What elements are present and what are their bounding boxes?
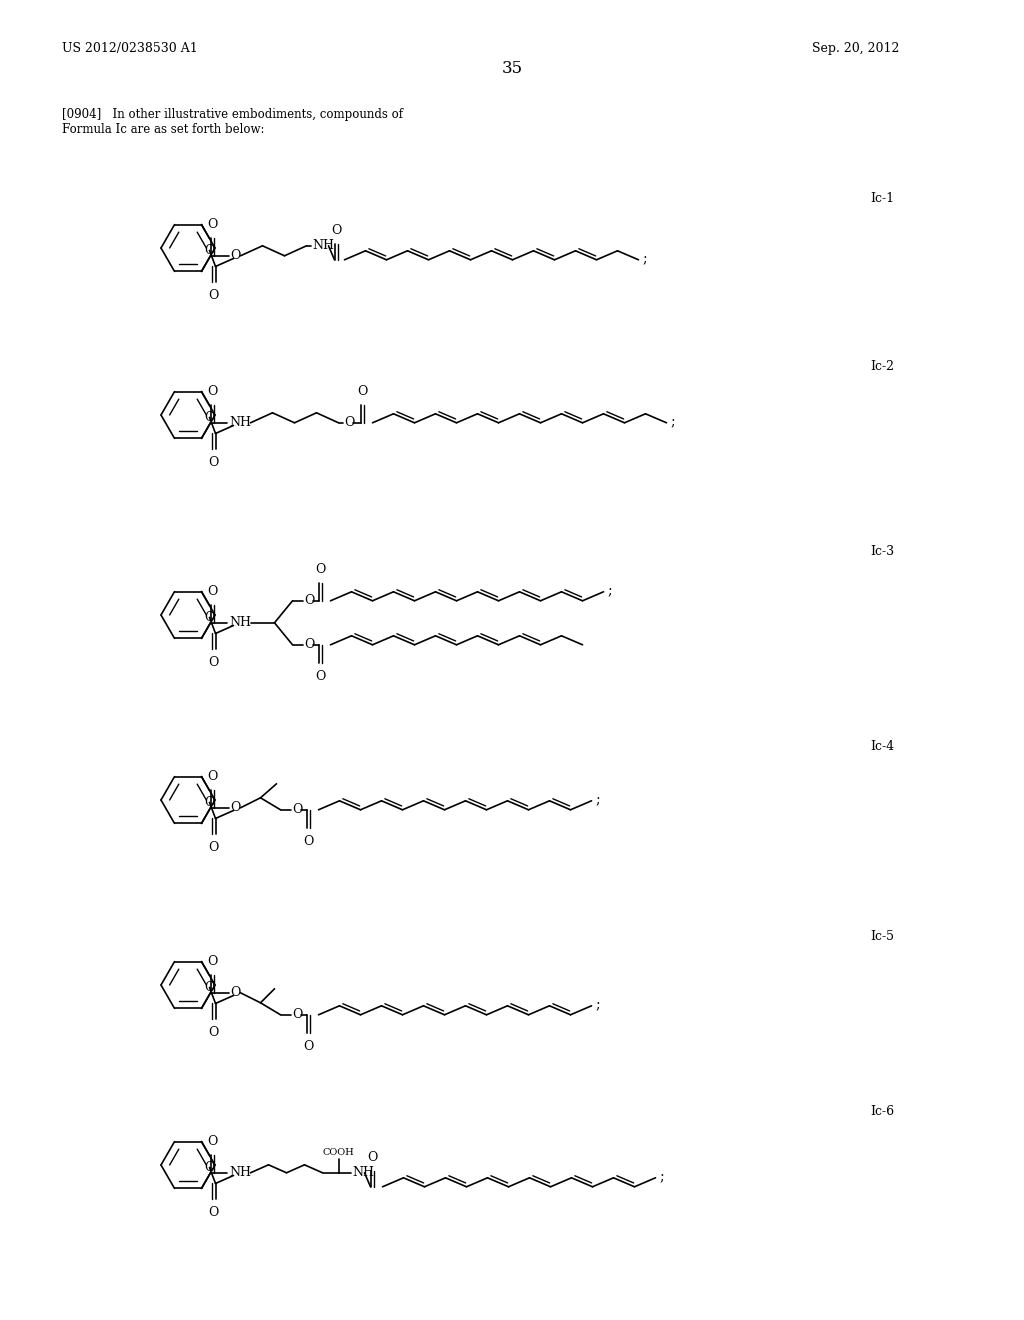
Text: O: O <box>205 611 215 624</box>
Text: O: O <box>207 218 217 231</box>
Text: O: O <box>357 385 368 397</box>
Text: Sep. 20, 2012: Sep. 20, 2012 <box>812 42 899 55</box>
Text: ;: ; <box>659 1171 665 1185</box>
Text: US 2012/0238530 A1: US 2012/0238530 A1 <box>62 42 198 55</box>
Text: O: O <box>205 796 215 809</box>
Text: Ic-5: Ic-5 <box>870 931 894 942</box>
Text: Ic-6: Ic-6 <box>870 1105 894 1118</box>
Text: O: O <box>207 954 217 968</box>
Text: O: O <box>367 1151 378 1164</box>
Text: ;: ; <box>671 416 675 430</box>
Text: ;: ; <box>596 793 600 808</box>
Text: O: O <box>209 841 219 854</box>
Text: O: O <box>207 385 217 397</box>
Text: O: O <box>207 585 217 598</box>
Text: O: O <box>209 289 219 302</box>
Text: O: O <box>205 412 215 425</box>
Text: 35: 35 <box>502 59 522 77</box>
Text: Ic-3: Ic-3 <box>870 545 894 558</box>
Text: NH: NH <box>352 1167 375 1179</box>
Text: Ic-2: Ic-2 <box>870 360 894 374</box>
Text: NH: NH <box>229 416 252 429</box>
Text: O: O <box>293 1008 303 1022</box>
Text: O: O <box>315 669 326 682</box>
Text: O: O <box>207 770 217 783</box>
Text: O: O <box>344 416 355 429</box>
Text: O: O <box>230 801 241 814</box>
Text: NH: NH <box>229 616 252 630</box>
Text: O: O <box>209 1027 219 1039</box>
Text: Ic-4: Ic-4 <box>870 741 894 752</box>
Text: O: O <box>230 249 241 263</box>
Text: O: O <box>303 1040 313 1053</box>
Text: ;: ; <box>642 253 647 267</box>
Text: ;: ; <box>596 999 600 1012</box>
Text: O: O <box>293 804 303 816</box>
Text: NH: NH <box>312 239 335 252</box>
Text: O: O <box>209 457 219 470</box>
Text: Formula Ic are as set forth below:: Formula Ic are as set forth below: <box>62 123 264 136</box>
Text: [0904]   In other illustrative embodiments, compounds of: [0904] In other illustrative embodiments… <box>62 108 403 121</box>
Text: O: O <box>304 639 314 651</box>
Text: O: O <box>331 224 341 236</box>
Text: O: O <box>304 594 314 607</box>
Text: O: O <box>209 1206 219 1220</box>
Text: Ic-1: Ic-1 <box>870 191 894 205</box>
Text: ;: ; <box>607 585 612 599</box>
Text: O: O <box>207 1135 217 1148</box>
Text: O: O <box>205 1162 215 1175</box>
Text: O: O <box>303 834 313 847</box>
Text: O: O <box>205 244 215 257</box>
Text: O: O <box>230 986 241 999</box>
Text: NH: NH <box>229 1167 252 1179</box>
Text: COOH: COOH <box>323 1148 354 1156</box>
Text: O: O <box>209 656 219 669</box>
Text: O: O <box>205 982 215 994</box>
Text: O: O <box>315 562 326 576</box>
